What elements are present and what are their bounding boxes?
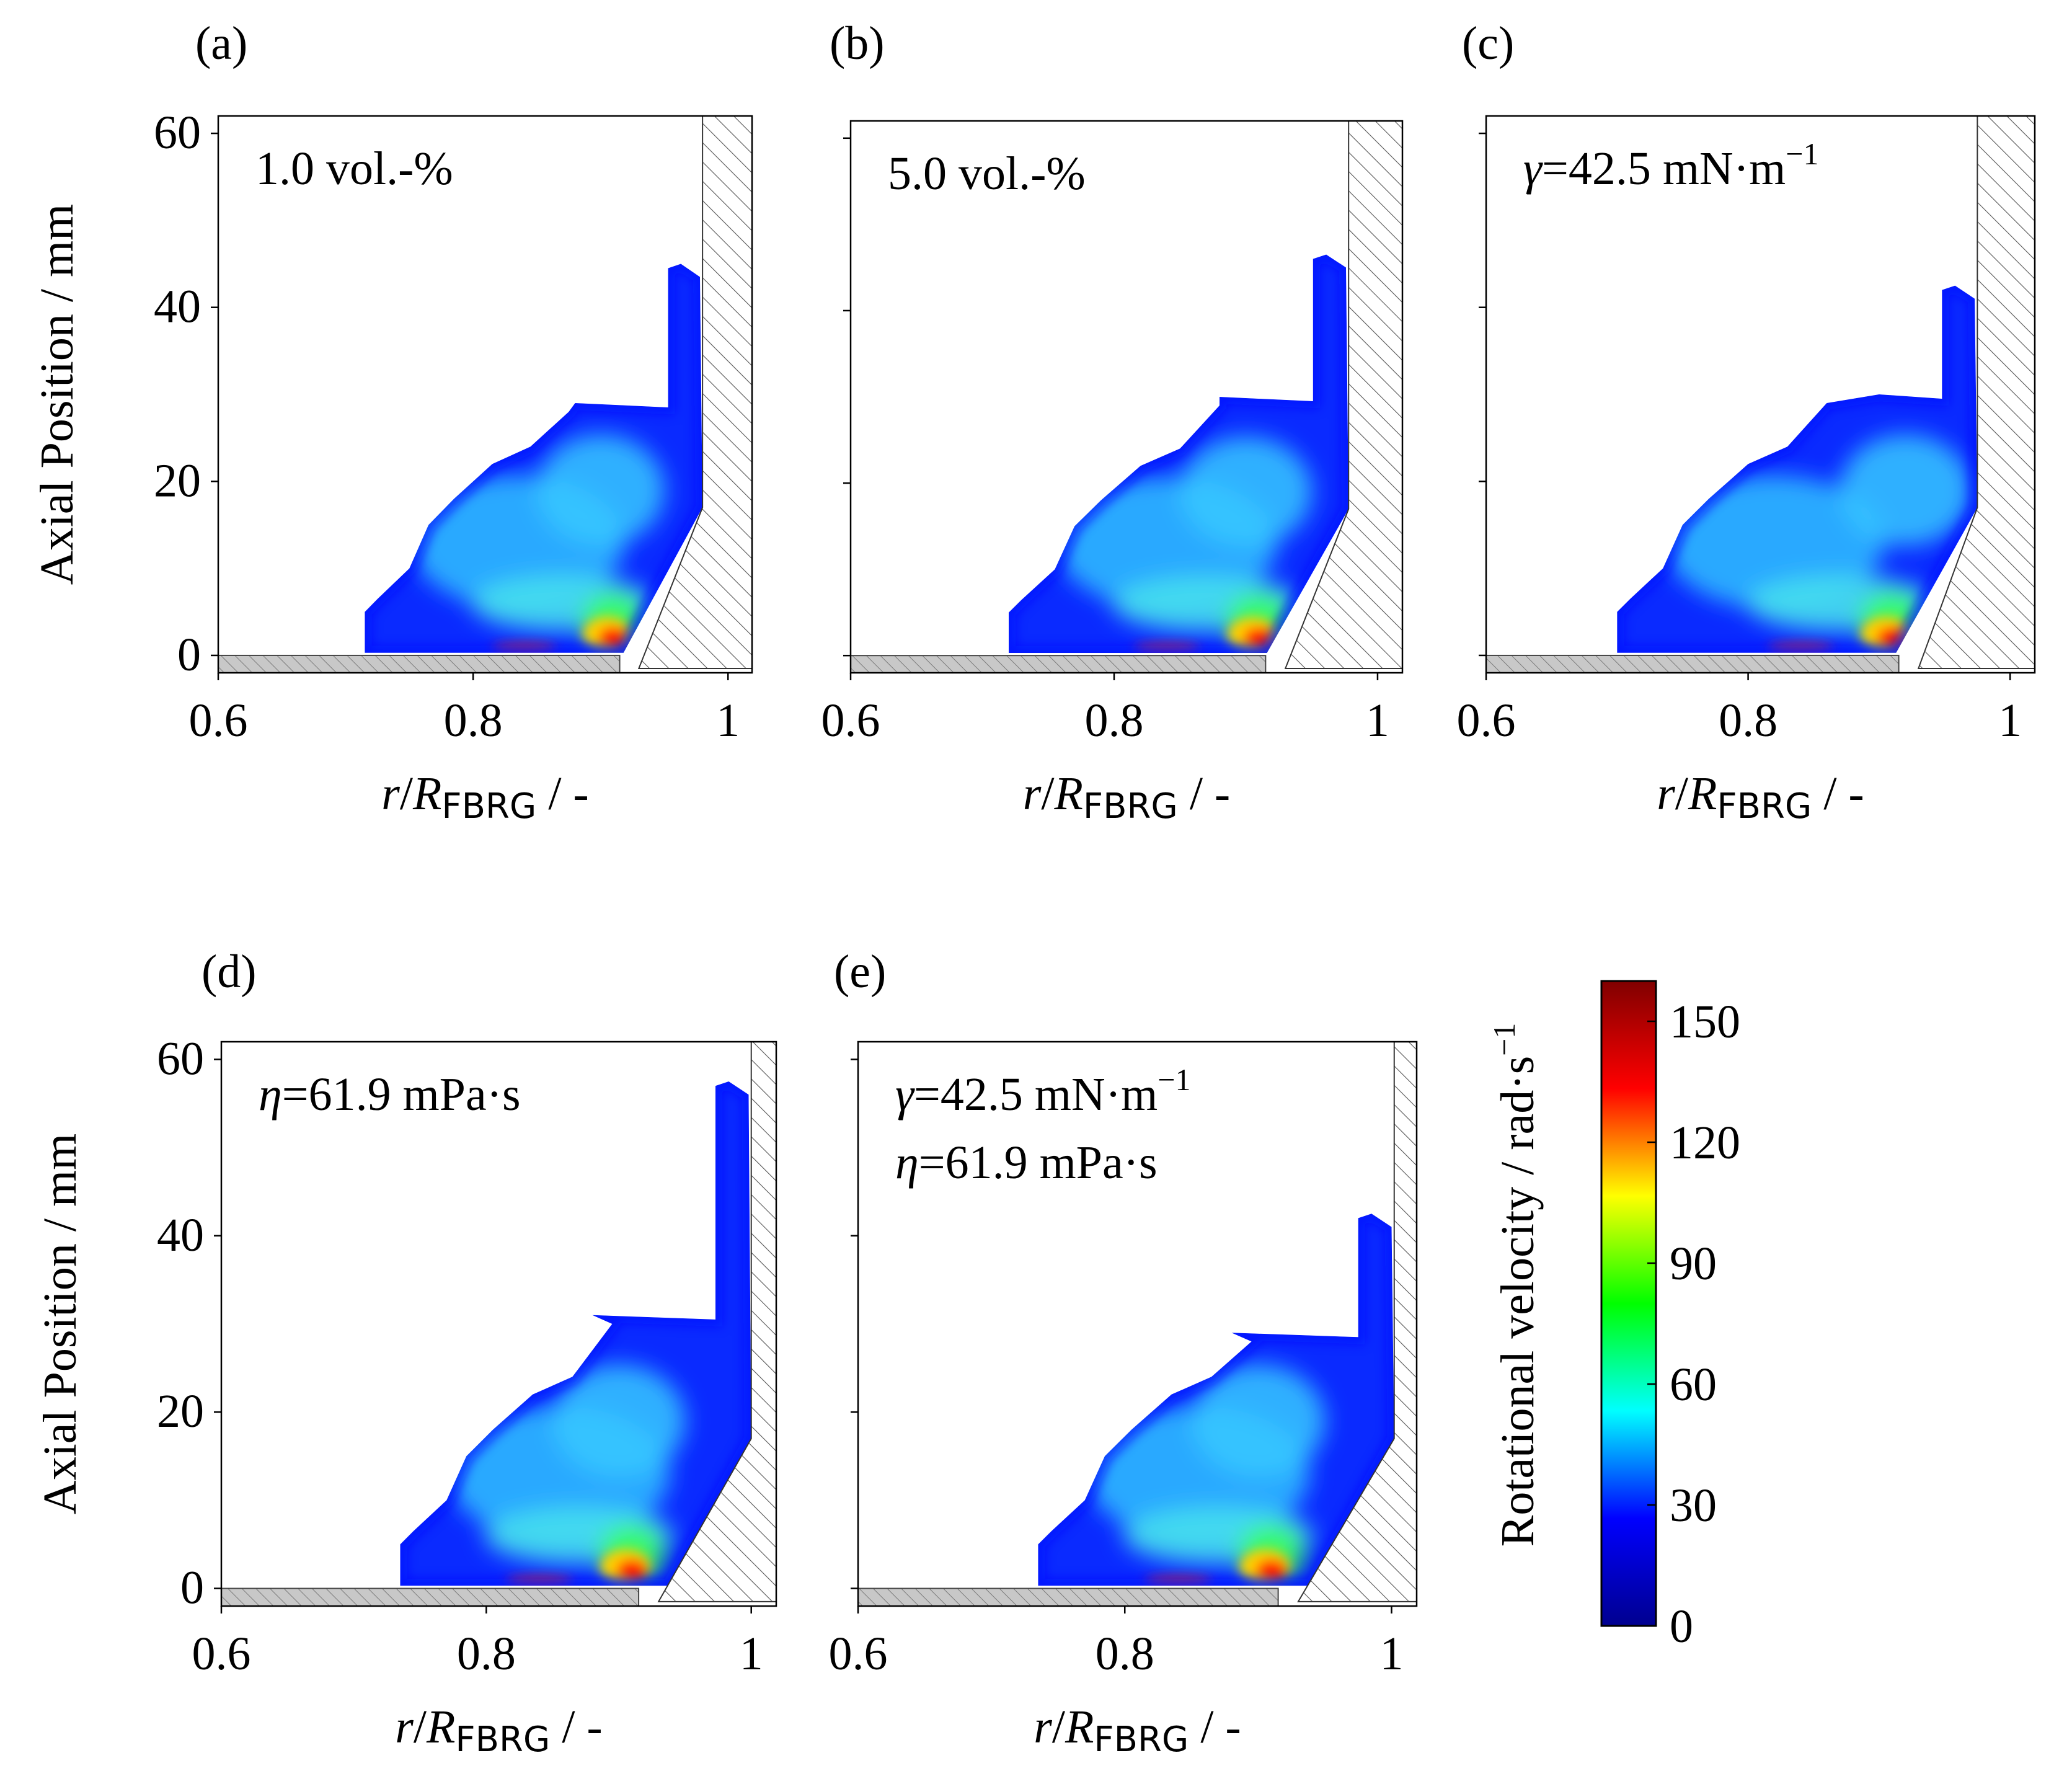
x-tick-label-a-1: 1 [716, 695, 740, 747]
colorbar-tick-label-0: 0 [1670, 1600, 1693, 1653]
panel-d: 0 20 40 60 0.6 0.8 1 r/RFBRG / - Axial Position … [34, 946, 777, 1760]
panel-annotation-c-0: γ=42.5 mN·m−1 [1523, 136, 1818, 195]
x-tick-label-e-0.6: 0.6 [829, 1628, 888, 1680]
y-axis-label-d: Axial Position / mm [34, 1134, 86, 1514]
panel-label-e: (e) [834, 946, 886, 998]
heatmap-a [365, 264, 703, 653]
panel-annotation-d-0: η=61.9 mPa·s [259, 1068, 521, 1121]
panel-label-a: (a) [195, 17, 247, 69]
x-tick-label-e-1: 1 [1379, 1628, 1403, 1680]
floor-hatch-c [1485, 654, 1900, 673]
x-tick-label-b-1: 1 [1366, 695, 1389, 747]
x-axis-label-b: r/RFBRG / - [1023, 768, 1231, 827]
floor-hatch-e [857, 1587, 1279, 1607]
wall-hatch-a [637, 116, 752, 669]
panel-annotation-e-0: γ=42.5 mN·m−1 [895, 1062, 1190, 1121]
plot-frame-d [220, 1041, 777, 1607]
x-tick-label-c-0.8: 0.8 [1719, 695, 1778, 747]
colorbar-label: Rotational velocity / rad·s−1 [1487, 1023, 1544, 1547]
heatmap-c [1617, 285, 1978, 653]
plot-frame-c [1485, 115, 2036, 674]
wall-hatch-c [1917, 116, 2035, 669]
panel-a: 0 20 40 60 0.6 0.8 1 r/RFBRG / - Axial Position … [31, 17, 753, 827]
wall-hatch-d [657, 1042, 776, 1602]
x-tick-label-e-0.8: 0.8 [1096, 1628, 1154, 1680]
heatmap-d [400, 1081, 751, 1586]
y-tick-label-d-0: 0 [180, 1562, 204, 1614]
x-axis-label-c: r/RFBRG / - [1657, 768, 1864, 827]
y-tick-label-a-20: 20 [154, 455, 201, 507]
panel-label-b: (b) [830, 17, 885, 69]
x-axis-label-d: r/RFBRG / - [395, 1701, 603, 1760]
x-axis-label-a: r/RFBRG / - [381, 768, 589, 827]
panel-annotation-e-1: η=61.9 mPa·s [895, 1137, 1158, 1189]
floor-hatch-a [218, 654, 621, 673]
y-tick-label-d-40: 40 [157, 1209, 204, 1261]
plot-frame-b [849, 120, 1404, 674]
x-tick-label-d-0.8: 0.8 [457, 1628, 516, 1680]
x-tick-label-b-0.8: 0.8 [1084, 695, 1143, 747]
panel-annotation-b-0: 5.0 vol.-% [888, 148, 1086, 200]
colorbar-tick-label-60: 60 [1670, 1359, 1717, 1411]
x-tick-label-c-1: 1 [1998, 695, 2022, 747]
colorbar-tick-label-30: 30 [1670, 1480, 1717, 1532]
panel-label-d: (d) [201, 946, 257, 998]
x-tick-label-a-0.6: 0.6 [189, 695, 248, 747]
panel-label-c: (c) [1462, 17, 1514, 69]
x-tick-label-d-0.6: 0.6 [192, 1628, 251, 1680]
y-tick-label-d-60: 60 [157, 1032, 204, 1085]
x-tick-label-a-0.8: 0.8 [444, 695, 503, 747]
y-tick-label-a-0: 0 [177, 629, 201, 681]
colorbar-tick-label-120: 120 [1670, 1117, 1740, 1169]
panel-c: 0.6 0.8 1 r/RFBRG / - (c) γ=42.5 mN·m−1 [1457, 17, 2036, 827]
heatmap-b [1009, 254, 1349, 653]
panels-layer: 0 20 40 60 0.6 0.8 1 r/RFBRG / - Axial Position … [31, 17, 2036, 1760]
colorbar-layer: 0 30 60 90 120 150 Rotational velocity / rad·s… [1487, 980, 1740, 1653]
wall-hatch-e [1297, 1042, 1417, 1602]
panel-b: 0.6 0.8 1 r/RFBRG / - (b) 5.0 vol.-% [821, 17, 1404, 827]
colorbar-tick-label-150: 150 [1670, 996, 1740, 1048]
colorbar-gradient [1600, 980, 1657, 1627]
y-axis-label-a: Axial Position / mm [31, 204, 83, 585]
floor-hatch-b [850, 655, 1267, 673]
x-tick-label-c-0.6: 0.6 [1457, 695, 1516, 747]
y-tick-label-d-20: 20 [157, 1385, 204, 1437]
plot-frame-a [217, 115, 753, 674]
floor-hatch-d [221, 1587, 640, 1607]
x-tick-label-b-0.6: 0.6 [821, 695, 880, 747]
plot-frame-e [857, 1041, 1418, 1607]
y-tick-label-a-60: 60 [154, 107, 201, 159]
colorbar-tick-label-90: 90 [1670, 1238, 1717, 1290]
x-axis-label-e: r/RFBRG / - [1034, 1701, 1241, 1760]
panel-e: 0.6 0.8 1 r/RFBRG / - (e) γ=42.5 mN·m−1 η=61.9… [829, 946, 1418, 1760]
wall-hatch-b [1284, 121, 1402, 670]
x-tick-label-d-1: 1 [740, 1628, 763, 1680]
panel-annotation-a-0: 1.0 vol.-% [255, 143, 453, 195]
y-tick-label-a-40: 40 [154, 281, 201, 333]
